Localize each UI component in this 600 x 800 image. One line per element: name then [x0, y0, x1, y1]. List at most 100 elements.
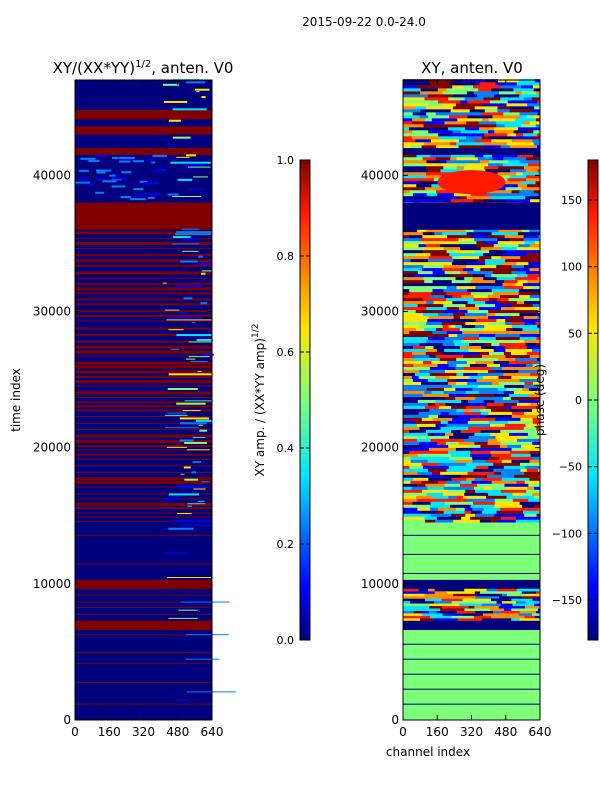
x-tick-label: 0	[399, 725, 407, 739]
amplitude-weak-signal	[96, 171, 106, 174]
phase-segment	[427, 486, 445, 490]
phase-segment	[431, 360, 448, 364]
phase-segment	[524, 513, 537, 517]
phase-segment	[495, 333, 520, 338]
amplitude-flagged-row	[75, 247, 212, 249]
phase-segment	[488, 118, 516, 122]
phase-segment	[477, 258, 486, 263]
phase-segment	[486, 495, 507, 499]
amplitude-hot-pixel	[172, 236, 191, 239]
amplitude-hot-pixel	[188, 341, 214, 343]
x-tick-label: 640	[201, 725, 224, 739]
phase-segment	[517, 273, 528, 278]
amplitude-hot-pixel	[198, 255, 203, 258]
amplitude-hot-pixel	[176, 334, 213, 337]
phase-segment	[483, 142, 508, 146]
phase-segment	[500, 429, 521, 433]
phase-segment	[443, 288, 468, 293]
phase-segment	[452, 417, 471, 421]
phase-segment	[526, 489, 541, 493]
phase-segment	[504, 423, 526, 427]
phase-segment	[530, 297, 541, 302]
phase-segment	[453, 228, 467, 233]
phase-segment	[462, 598, 492, 602]
phase-panel-title: XY, anten. V0	[421, 59, 523, 77]
phase-segment	[451, 477, 467, 481]
phase-segment	[425, 175, 443, 179]
phase-segment	[525, 270, 541, 275]
amplitude-hot-pixel	[166, 319, 214, 321]
amplitude-flagged-row	[75, 345, 212, 349]
phase-segment	[421, 480, 439, 484]
phase-segment	[419, 115, 429, 119]
phase-segment	[429, 366, 456, 370]
phase-segment	[511, 190, 520, 194]
amplitude-weak-signal	[140, 180, 148, 183]
phase-segment	[512, 610, 520, 614]
phase-segment	[511, 414, 527, 418]
amplitude-weak-signal	[112, 177, 128, 180]
phase-segment	[497, 387, 508, 391]
phase-segment	[511, 303, 534, 308]
phase-segment	[524, 339, 541, 344]
phase-segment	[532, 231, 541, 236]
phase-segment	[493, 360, 510, 364]
amplitude-hot-pixel	[201, 96, 206, 99]
phase-segment	[460, 480, 472, 484]
phase-segment	[466, 91, 475, 95]
phase-segment	[470, 279, 496, 284]
phase-segment	[477, 157, 493, 161]
phase-segment	[500, 145, 510, 149]
phase-segment	[532, 420, 541, 424]
phase-segment	[451, 279, 471, 284]
phase-segment	[516, 480, 526, 484]
phase-segment	[483, 154, 493, 158]
phase-segment	[436, 516, 462, 520]
colorbar-tick-label: 1.0	[277, 154, 295, 167]
phase-segment	[403, 249, 424, 254]
phase-segment	[507, 133, 517, 137]
phase-segment	[483, 327, 507, 332]
phase-segment	[511, 459, 530, 463]
phase-segment	[531, 408, 541, 412]
phase-segment	[525, 196, 541, 200]
phase-segment	[403, 345, 414, 349]
phase-segment	[490, 519, 498, 523]
amplitude-hot-pixel	[168, 119, 181, 122]
amplitude-flagged-row	[75, 303, 212, 306]
amplitude-weak-signal	[152, 154, 167, 157]
phase-segment	[472, 124, 497, 128]
phase-segment	[447, 489, 466, 493]
phase-segment	[484, 109, 498, 113]
phase-segment	[519, 94, 541, 98]
phase-segment	[467, 100, 491, 104]
amplitude-weak-signal	[121, 171, 132, 174]
phase-segment	[403, 288, 410, 293]
phase-segment	[475, 243, 495, 248]
phase-segment	[403, 336, 429, 341]
phase-segment	[474, 154, 484, 158]
x-tick-label: 160	[98, 725, 121, 739]
phase-segment	[481, 345, 497, 349]
phase-segment	[428, 474, 445, 478]
phase-segment	[493, 348, 506, 352]
phase-segment	[538, 390, 541, 394]
phase-segment	[403, 115, 421, 119]
phase-segment	[514, 330, 541, 335]
phase-segment	[538, 369, 541, 373]
phase-segment	[504, 615, 525, 619]
phase-flagged-band	[403, 620, 540, 631]
phase-segment	[458, 139, 476, 143]
phase-segment	[524, 240, 536, 245]
phase-segment	[403, 447, 430, 451]
amplitude-hot-pixel	[164, 427, 200, 429]
phase-segment	[484, 324, 512, 329]
phase-segment	[527, 103, 541, 107]
amplitude-hot-pixel	[184, 478, 198, 481]
amplitude-hot-pixel	[180, 473, 185, 475]
phase-segment	[460, 315, 489, 320]
phase-segment	[507, 486, 528, 490]
phase-segment	[476, 240, 485, 245]
phase-segment	[403, 510, 422, 514]
phase-segment	[500, 97, 524, 101]
